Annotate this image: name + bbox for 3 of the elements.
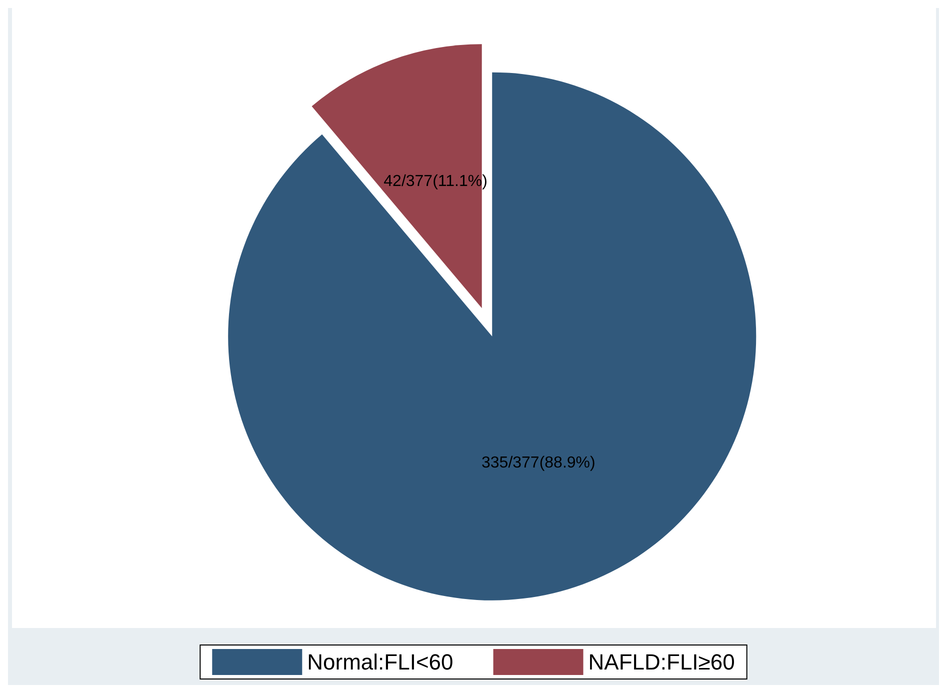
legend-label: Normal:FLI<60	[307, 650, 454, 674]
legend-label: NAFLD:FLI≥60	[588, 650, 735, 674]
data-label: 335/377(88.9%)	[481, 454, 596, 472]
